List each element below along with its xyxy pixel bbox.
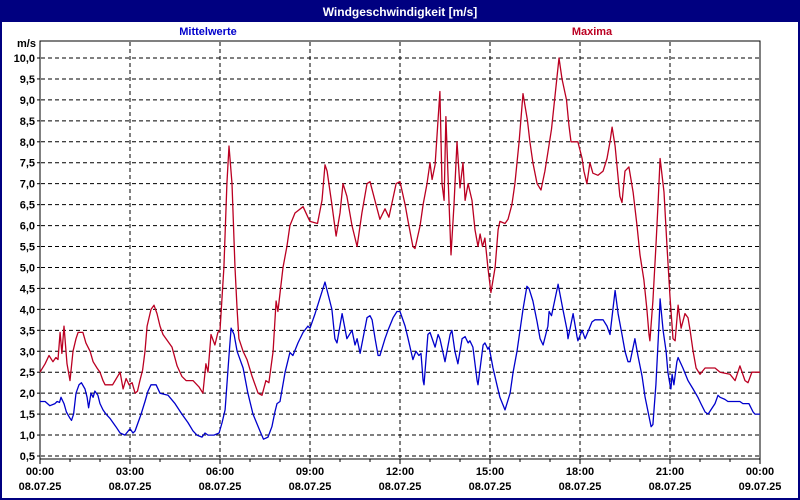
x-tick-date: 08.07.25 xyxy=(109,481,152,493)
y-tick-label: 1,0 xyxy=(20,430,35,442)
x-tick-date: 08.07.25 xyxy=(559,481,602,493)
y-tick-label: 4,5 xyxy=(20,283,35,295)
x-tick-time: 12:00 xyxy=(386,466,414,478)
y-tick-label: 7,0 xyxy=(20,179,35,191)
plot-frame xyxy=(39,40,761,460)
title-bar: Windgeschwindigkeit [m/s] xyxy=(2,2,798,22)
series-line-maxima xyxy=(39,57,760,396)
x-tick-time: 21:00 xyxy=(656,466,684,478)
x-tick-date: 08.07.25 xyxy=(289,481,332,493)
window-title: Windgeschwindigkeit [m/s] xyxy=(322,5,478,19)
y-tick-label: 8,5 xyxy=(20,116,35,128)
y-tick-label: 6,5 xyxy=(20,200,35,212)
y-tick-label: 6,0 xyxy=(20,221,35,233)
y-tick-label: 10,0 xyxy=(14,53,35,65)
x-tick-time: 00:00 xyxy=(746,466,774,478)
y-axis-unit-label: m/s xyxy=(17,38,36,50)
y-tick-label: 1,5 xyxy=(20,409,35,421)
y-tick-label: 2,0 xyxy=(20,388,35,400)
legend-maxima: Maxima xyxy=(571,26,613,38)
x-tick-time: 03:00 xyxy=(116,466,144,478)
x-tick-time: 15:00 xyxy=(476,466,504,478)
legend-mittelwerte: Mittelwerte xyxy=(179,26,237,38)
y-tick-label: 3,0 xyxy=(20,346,35,358)
y-tick-label: 4,0 xyxy=(20,304,35,316)
y-tick-label: 3,5 xyxy=(20,325,35,337)
y-tick-label: 8,0 xyxy=(20,137,35,149)
x-tick-date: 08.07.25 xyxy=(469,481,512,493)
x-tick-date: 08.07.25 xyxy=(379,481,422,493)
x-tick-date: 08.07.25 xyxy=(199,481,242,493)
series-line-mittelwerte xyxy=(40,281,760,440)
x-tick-time: 06:00 xyxy=(206,466,234,478)
y-tick-label: 7,5 xyxy=(20,158,35,170)
y-tick-label: 2,5 xyxy=(20,367,35,379)
y-tick-label: 5,5 xyxy=(20,242,35,254)
x-tick-date: 09.07.25 xyxy=(739,481,782,493)
chart-area: Mittelwerte Maxima m/s 0,5 1,0 1,5 2,0 2,5 3,… xyxy=(2,22,798,498)
x-tick-time: 09:00 xyxy=(296,466,324,478)
x-tick-date: 08.07.25 xyxy=(19,481,62,493)
chart-canvas: 0,5 1,0 1,5 2,0 2,5 3,0 3,5 4,0 4,5 5,0 5,5 6,0 6,5 7… xyxy=(14,40,782,493)
x-tick-time: 00:00 xyxy=(26,466,54,478)
y-tick-label: 9,5 xyxy=(20,74,35,86)
y-tick-label: 0,5 xyxy=(20,451,35,463)
y-tick-label: 5,0 xyxy=(20,262,35,274)
x-tick-date: 08.07.25 xyxy=(649,481,692,493)
x-tick-time: 18:00 xyxy=(566,466,594,478)
y-tick-label: 9,0 xyxy=(20,95,35,107)
